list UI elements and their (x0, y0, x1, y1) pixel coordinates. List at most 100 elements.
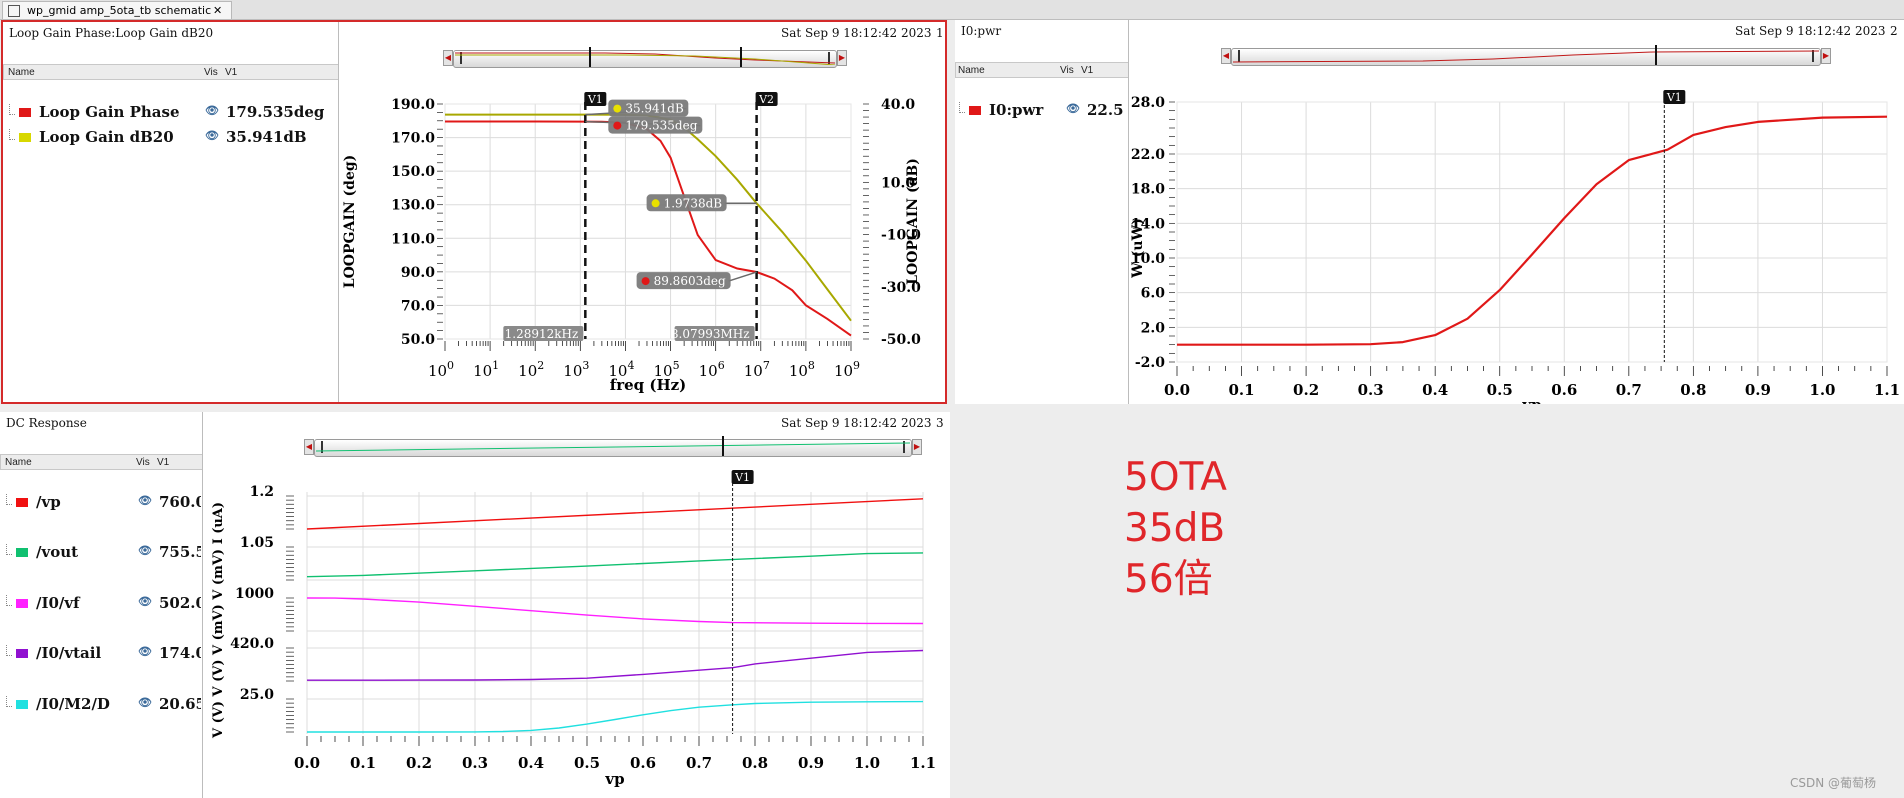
x-tick-label: 108 (789, 359, 815, 380)
legend-header: Name Vis V1 (0, 454, 203, 470)
series-line-0 (445, 120, 852, 337)
legend-clip: /vp 👁 760.0 /vout 👁 755.5 /I0/vf 👁 502.0… (0, 492, 201, 712)
slider-overview (316, 442, 910, 452)
y-axis-label: V (V) V (V) V (mV) V (mV) I (uA) (211, 502, 226, 739)
x-tick-label: 0.1 (350, 754, 376, 772)
power-panel: I0:pwr Sat Sep 9 18:12:42 2023 2 Name Vi… (955, 20, 1904, 404)
legend-label: /vp (36, 493, 61, 511)
legend-value: 20.65 (159, 695, 201, 712)
marker-label: V1 (587, 93, 603, 106)
y-tick-label: 420.0 (230, 636, 274, 652)
y-axis-label-right: LOOPGAIN (dB) (905, 158, 921, 285)
callout-db-v1-dot (613, 104, 622, 113)
marker-readout: 8.07993MHz (671, 327, 750, 341)
x-tick-label: 0.3 (462, 754, 488, 772)
y-tick-label: 70.0 (401, 298, 435, 314)
legend-value: 179.535deg (226, 103, 325, 121)
power-chart[interactable]: 0.0 0.1 0.2 0.3 0.4 0.5 0.6 0.7 0.8 0.9 1.0 1.1 vp 28… (1128, 80, 1904, 404)
y-tick-label: 190.0 (391, 97, 435, 113)
y-tick-label: 150.0 (391, 164, 435, 180)
eye-icon[interactable]: 👁 (138, 696, 152, 709)
eye-icon[interactable]: 👁 (138, 544, 152, 557)
x-tick-label: 0.5 (574, 754, 600, 772)
y-tick-label: 14.0 (1131, 216, 1165, 232)
schematic-icon (8, 5, 20, 17)
tab-title: wp_gmid amp_5ota_tb schematic (27, 4, 212, 17)
legend-header: Name Vis V1 (3, 64, 339, 80)
slider-overview (1233, 50, 1819, 63)
dc-response-chart[interactable]: 1.2 1.05 1000 420.0 25.0 V (V) V (V) V (mV) V… (202, 462, 950, 798)
color-swatch (16, 700, 28, 709)
y-tick-label: 6.0 (1141, 286, 1166, 302)
series-line-4 (307, 700, 924, 733)
eye-icon[interactable]: 👁 (138, 595, 152, 608)
x-tick-label: 0.6 (630, 754, 656, 772)
color-swatch (16, 548, 28, 557)
eye-icon[interactable]: 👁 (138, 645, 152, 658)
y-tick-label: 50.0 (401, 332, 435, 348)
series-line-3 (307, 649, 924, 681)
y-tick-label: 22.0 (1131, 147, 1165, 163)
panel-title: DC Response (6, 416, 87, 430)
x-tick-label: 1.0 (854, 754, 880, 772)
zoom-slider[interactable]: ◀ ▶ (1221, 45, 1831, 67)
x-tick-label: 0.3 (1358, 381, 1384, 399)
legend-label: /vout (36, 543, 79, 561)
callout-db-v1: 35.941dB (625, 102, 684, 116)
x-tick-label: 0.7 (1616, 381, 1642, 399)
slider-left-arrow[interactable]: ◀ (1221, 48, 1231, 64)
loop-gain-chart[interactable]: 100 101 102 103 104 105 106 107 108 109 freq (Hz) 1… (338, 82, 938, 404)
marker-tag (584, 92, 607, 106)
y-tick-label: 170.0 (391, 131, 435, 147)
x-tick-label: 105 (654, 359, 680, 380)
slider-right-arrow[interactable]: ▶ (912, 439, 922, 455)
slider-left-arrow[interactable]: ◀ (304, 439, 314, 455)
x-tick-label: 0.8 (742, 754, 768, 772)
y-tick-label: 1.2 (250, 484, 274, 500)
x-tick-label: 101 (473, 359, 499, 380)
marker-tag (731, 470, 754, 484)
series-line-2 (306, 597, 924, 625)
color-swatch (969, 106, 981, 115)
marker-tag (755, 92, 778, 106)
eye-icon[interactable]: 👁 (205, 104, 219, 117)
x-tick-label: 0.5 (1487, 381, 1513, 399)
slider-left-arrow[interactable]: ◀ (443, 50, 453, 66)
x-tick-label: 0.4 (518, 754, 544, 772)
zoom-slider[interactable]: ◀ ▶ (304, 436, 922, 458)
x-tick-label: 0.8 (1680, 381, 1706, 399)
marker-readout: 1.28912kHz (505, 327, 579, 341)
y-tick-label-right: 10.0 (881, 175, 915, 191)
x-tick-label: 106 (699, 359, 725, 380)
schematic-tab[interactable]: wp_gmid amp_5ota_tb schematic ✕ (2, 1, 232, 19)
marker-label: V2 (758, 93, 774, 106)
callout-deg-v1: 179.535deg (625, 119, 697, 133)
watermark-credit: CSDN @葡萄杨 (1790, 776, 1877, 790)
x-tick-label: 109 (834, 359, 860, 380)
tab-bar: wp_gmid amp_5ota_tb schematic ✕ (0, 0, 1904, 20)
marker-label: V1 (734, 471, 750, 484)
legend-label: /I0/vtail (36, 644, 102, 662)
eye-icon[interactable]: 👁 (1066, 102, 1080, 115)
color-swatch (16, 599, 28, 608)
series-line-0 (306, 498, 924, 530)
y-tick-label: 25.0 (240, 687, 274, 703)
y-tick-label: 130.0 (391, 198, 435, 214)
x-tick-label: 1.1 (1874, 381, 1900, 399)
legend-label: /I0/vf (36, 594, 80, 612)
eye-icon[interactable]: 👁 (138, 494, 152, 507)
x-axis-label: vp (604, 770, 624, 788)
slider-overview (455, 52, 835, 65)
x-tick-label: 0.7 (686, 754, 712, 772)
zoom-slider[interactable]: ◀ ▶ (443, 47, 847, 69)
eye-icon[interactable]: 👁 (205, 129, 219, 142)
x-tick-label: 0.2 (1293, 381, 1319, 399)
callout-deg-v2-dot (641, 277, 650, 286)
slider-right-arrow[interactable]: ▶ (1821, 48, 1831, 64)
legend-divider (202, 412, 203, 798)
close-tab-icon[interactable]: ✕ (213, 4, 223, 17)
series-line-1 (306, 552, 924, 578)
y-tick-label-right: -10.0 (881, 228, 921, 244)
slider-right-arrow[interactable]: ▶ (837, 50, 847, 66)
x-tick-label: 0.2 (406, 754, 432, 772)
